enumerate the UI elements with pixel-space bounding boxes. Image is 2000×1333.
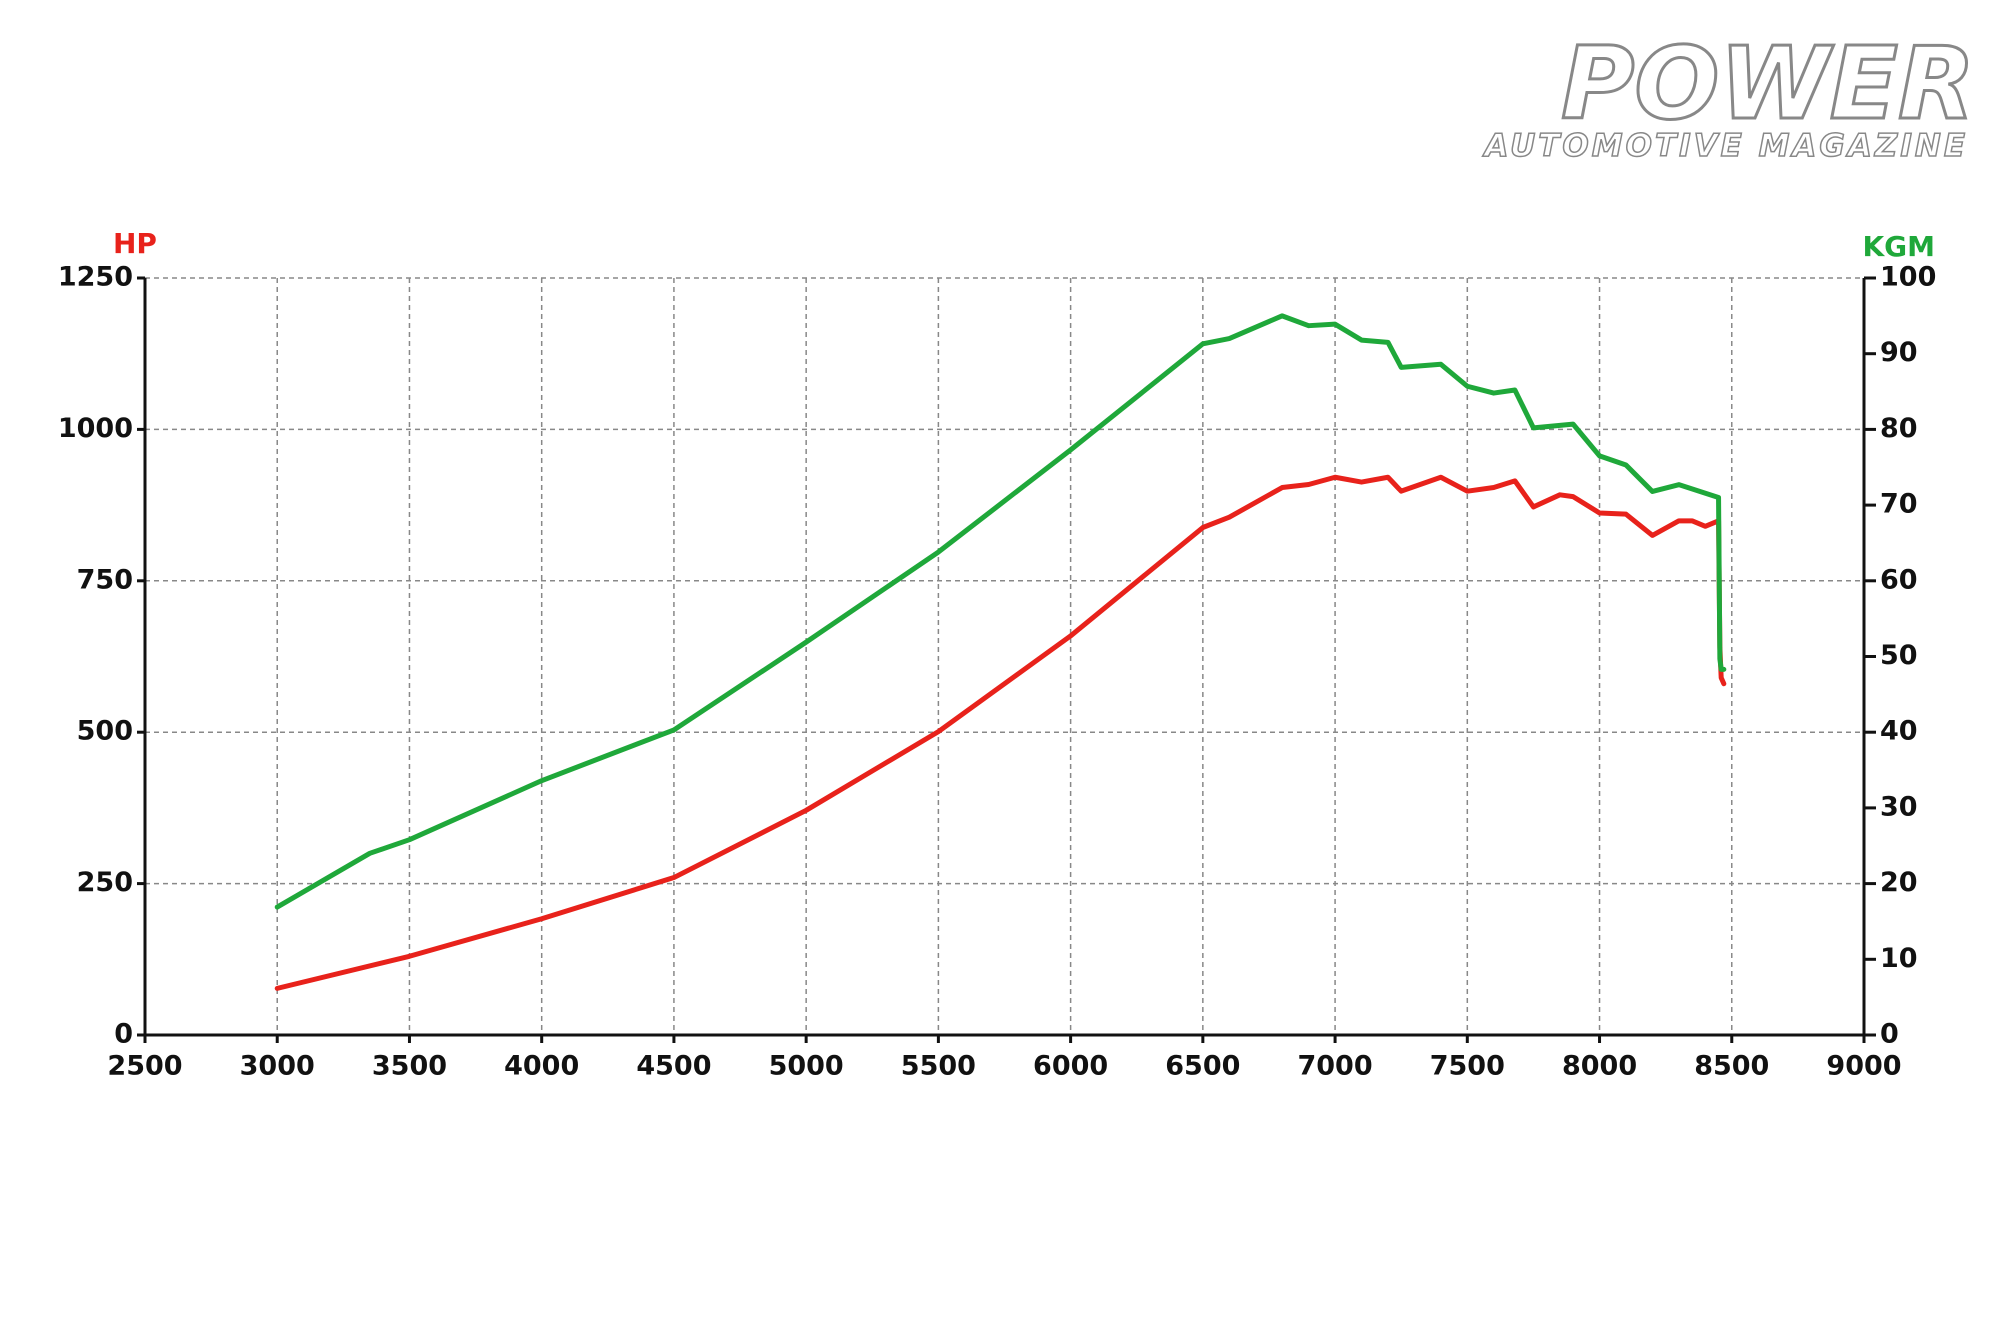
- y-tick-label: 250: [77, 867, 133, 898]
- x-tick-label: 8500: [1694, 1051, 1769, 1082]
- y2-tick-label: 80: [1880, 413, 1918, 444]
- x-tick-label: 7500: [1430, 1051, 1505, 1082]
- x-tick-label: 7000: [1297, 1051, 1372, 1082]
- x-tick-label: 4500: [636, 1051, 711, 1082]
- logo-title: POWER: [1561, 25, 1975, 142]
- x-tick-label: 3500: [372, 1051, 447, 1082]
- y2-axis-label: KGM: [1862, 230, 1935, 263]
- y-axis-label: HP: [113, 227, 157, 260]
- logo-subtitle: AUTOMOTIVE MAGAZINE: [1481, 128, 1968, 164]
- y2-tick-label: 30: [1880, 791, 1918, 822]
- y-tick-label: 1250: [58, 262, 133, 293]
- x-tick-label: 4000: [504, 1051, 579, 1082]
- y2-tick-label: 90: [1880, 337, 1918, 368]
- x-tick-label: 6000: [1033, 1051, 1108, 1082]
- x-tick-label: 2500: [107, 1051, 182, 1082]
- y-tick-label: 750: [77, 564, 133, 595]
- y2-tick-label: 10: [1880, 943, 1918, 974]
- x-tick-label: 9000: [1826, 1051, 1901, 1082]
- y2-tick-label: 40: [1880, 716, 1918, 747]
- x-tick-label: 8000: [1562, 1051, 1637, 1082]
- x-tick-label: 3000: [240, 1051, 315, 1082]
- y2-tick-label: 50: [1880, 640, 1918, 671]
- series-line: [274, 474, 1727, 991]
- y2-tick-label: 100: [1880, 262, 1936, 293]
- y2-tick-label: 20: [1880, 867, 1918, 898]
- x-tick-label: 6500: [1165, 1051, 1240, 1082]
- y-tick-label: 500: [77, 716, 133, 747]
- y-tick-label: 0: [114, 1019, 133, 1050]
- series-line: [274, 313, 1727, 910]
- x-tick-label: 5000: [769, 1051, 844, 1082]
- x-tick-label: 5500: [901, 1051, 976, 1082]
- y-tick-label: 1000: [58, 413, 133, 444]
- y2-tick-label: 60: [1880, 564, 1918, 595]
- y2-tick-label: 0: [1880, 1019, 1899, 1050]
- y2-tick-label: 70: [1880, 489, 1918, 520]
